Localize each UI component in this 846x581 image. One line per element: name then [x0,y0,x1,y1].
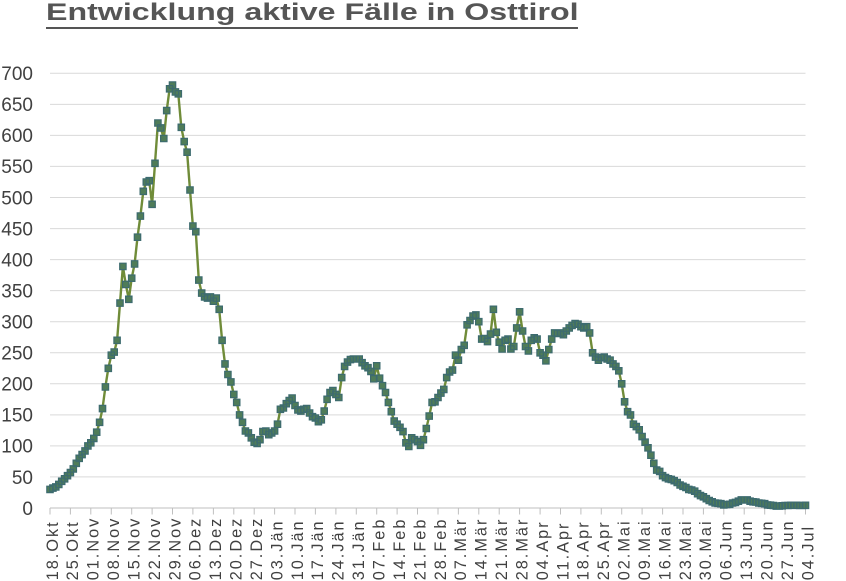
svg-text:07.Feb: 07.Feb [371,518,389,581]
svg-text:25.Okt: 25.Okt [64,520,82,580]
svg-text:16.Mai: 16.Mai [656,519,674,580]
svg-text:30.Mai: 30.Mai [697,519,715,580]
svg-text:25.Apr: 25.Apr [595,520,613,580]
svg-text:28.Feb: 28.Feb [432,518,450,581]
svg-text:24.Jän: 24.Jän [330,519,348,580]
svg-text:03.Jän: 03.Jän [268,519,286,580]
svg-text:08.Nov: 08.Nov [105,517,123,581]
svg-text:450: 450 [1,219,33,240]
svg-text:27.Jun: 27.Jun [779,519,797,580]
svg-text:01.Nov: 01.Nov [85,517,103,581]
svg-text:600: 600 [1,126,33,147]
svg-text:18.Okt: 18.Okt [44,520,62,580]
svg-text:700: 700 [1,64,33,85]
svg-text:21.Feb: 21.Feb [411,518,429,581]
svg-text:04.Apr: 04.Apr [534,520,552,580]
svg-text:14.Mär: 14.Mär [473,518,491,581]
svg-text:06.Dez: 06.Dez [187,517,205,581]
svg-text:50: 50 [12,468,33,489]
svg-text:550: 550 [1,157,33,178]
svg-text:10.Jän: 10.Jän [289,519,307,580]
svg-text:07.Mär: 07.Mär [452,518,470,581]
svg-text:150: 150 [1,406,33,427]
svg-text:31.Jän: 31.Jän [350,519,368,580]
svg-text:15.Nov: 15.Nov [126,517,144,581]
svg-text:29.Nov: 29.Nov [166,517,184,581]
svg-text:0: 0 [22,499,33,520]
svg-text:17.Jän: 17.Jän [309,519,327,580]
svg-text:250: 250 [1,344,33,365]
svg-text:13.Dez: 13.Dez [207,517,225,581]
svg-text:500: 500 [1,188,33,209]
svg-text:400: 400 [1,250,33,271]
svg-text:11.Apr: 11.Apr [554,522,572,581]
svg-text:02.Mai: 02.Mai [616,519,634,580]
svg-text:350: 350 [1,281,33,302]
svg-text:09.Mai: 09.Mai [636,519,654,580]
svg-text:06.Jun: 06.Jun [718,519,736,580]
svg-text:300: 300 [1,313,33,334]
svg-text:13.Jun: 13.Jun [738,519,756,580]
svg-text:14.Feb: 14.Feb [391,518,409,581]
svg-text:27.Dez: 27.Dez [248,517,266,581]
svg-text:200: 200 [1,375,33,396]
svg-text:21.Mär: 21.Mär [493,518,511,581]
svg-text:28.Mär: 28.Mär [513,518,531,581]
svg-text:650: 650 [1,95,33,116]
svg-text:20.Dez: 20.Dez [228,517,246,581]
svg-text:22.Nov: 22.Nov [146,517,164,581]
svg-text:20.Jun: 20.Jun [759,519,777,580]
svg-text:100: 100 [1,437,33,458]
svg-text:18.Apr: 18.Apr [575,520,593,580]
svg-text:04.Jul: 04.Jul [799,525,817,580]
svg-text:23.Mai: 23.Mai [677,519,695,580]
